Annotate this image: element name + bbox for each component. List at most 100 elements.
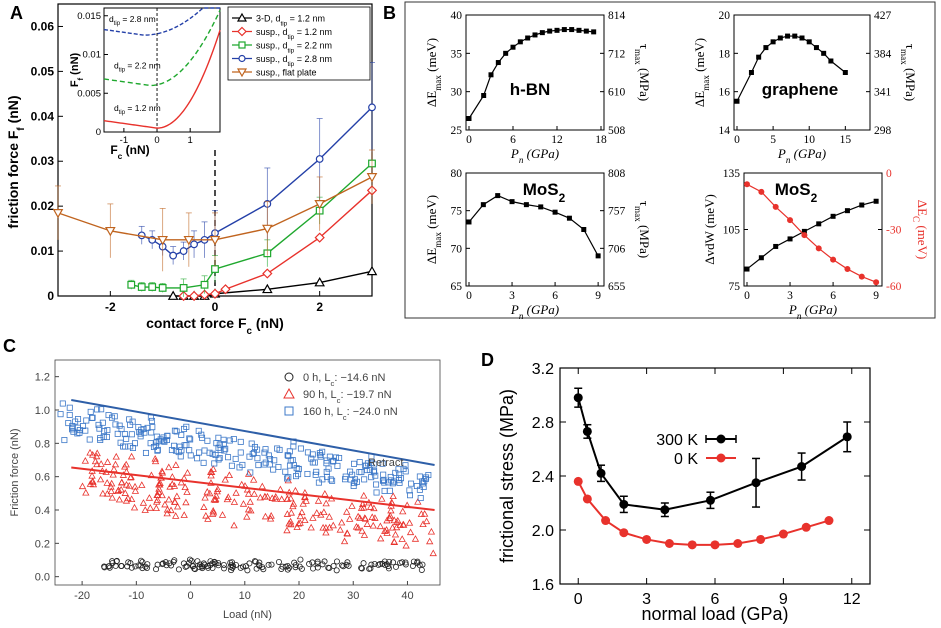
panel-c-point (145, 494, 154, 501)
panel-c-point (112, 452, 120, 460)
panel-b-y2tick-label: 298 (874, 125, 892, 137)
panel-c-point (97, 460, 105, 467)
panel-c-point (214, 485, 222, 492)
panel-c-point (283, 526, 291, 534)
panel-c-point (391, 478, 398, 485)
panel-c-point (248, 440, 255, 447)
panel-c-point (74, 430, 81, 437)
panel-c-point (200, 560, 207, 567)
panel-c-point (183, 442, 190, 449)
panel-c-point (141, 506, 149, 513)
panel-c-point (98, 406, 105, 413)
panel-a-point (314, 232, 325, 243)
panel-c-point (147, 440, 154, 447)
panel-b-xtick-label: 0 (466, 290, 472, 302)
panel-c-point (348, 502, 356, 509)
panel-c-point (83, 417, 90, 424)
panel-c-point (357, 504, 366, 511)
panel-c-point (215, 559, 222, 566)
panel-b-point2 (844, 266, 851, 273)
panel-c-point (154, 488, 163, 495)
panel-c-point (364, 460, 371, 467)
panel-c-point (194, 455, 201, 462)
panel-c-point (325, 564, 332, 571)
panel-d-point (573, 393, 583, 403)
panel-a-legend-marker (238, 54, 246, 63)
panel-c-point (360, 531, 369, 538)
panel-c-ytick-label: 0.2 (35, 538, 50, 550)
panel-a-legend-label: 3-D, dtip = 1.2 nm (256, 14, 325, 28)
panel-c-point (118, 478, 126, 486)
panel-c-point (223, 495, 232, 503)
panel-b-ylabel: ΔEmax (meV) (424, 195, 443, 264)
panel-c-point (302, 497, 310, 504)
panel-c-point (225, 471, 234, 479)
panel-c-point (333, 558, 340, 565)
panel-c-point (103, 458, 112, 465)
panel-c-point (156, 479, 164, 486)
panel-a-ytick-label: 0.04 (31, 109, 55, 123)
panel-b-point (758, 255, 764, 261)
panel-a-ytick-label: 0.03 (31, 154, 55, 168)
panel-c-frame (54, 359, 441, 586)
panel-c-point (164, 433, 171, 440)
panel-b-point2 (815, 245, 822, 252)
panel-c-point (354, 512, 362, 520)
panel-d: 1.6 2.0 2.4 2.8 3.2 0 3 6 9 12 normal load (GPa) fr… (497, 361, 871, 624)
panel-a-point (188, 290, 200, 302)
panel-b-point (859, 202, 865, 208)
panel-c-point (359, 500, 367, 508)
panel-c-point (340, 563, 347, 570)
panel-c-point (339, 562, 346, 569)
panel-d-xtick-label: 6 (711, 591, 720, 608)
panel-c-point (255, 462, 262, 469)
panel-d-xtick-label: 9 (779, 591, 788, 608)
panel-c-point (152, 504, 160, 512)
panel-b-subplot: 14 16 18 20 298 341 384 427 0 5 10 15 Pn (GPa) ΔEmax … (692, 10, 918, 165)
panel-c-point (155, 485, 163, 492)
panel-b-xtick-label: 3 (787, 290, 793, 302)
panel-c-point (325, 513, 333, 520)
panel-b-point (517, 39, 523, 45)
panel-c-point (149, 417, 156, 424)
panel-c-point (200, 503, 208, 510)
panel-c-point (284, 563, 291, 570)
panel-c-point (163, 509, 171, 517)
panel-c-point (262, 446, 269, 453)
panel-d-xtick-label: 12 (843, 591, 861, 608)
panel-c-point (173, 492, 181, 500)
panel-c-legend-marker (284, 406, 294, 416)
panel-c-point (414, 498, 422, 505)
panel-c-point (240, 563, 247, 570)
panel-c-fit-line (71, 399, 435, 466)
panel-c-legend-marker (283, 387, 295, 399)
panel-c-point (173, 502, 182, 510)
panel-b-xtick-label: 5 (770, 134, 776, 146)
panel-c-point (409, 562, 416, 569)
panel-c-point (94, 406, 101, 413)
panel-c-point (350, 482, 357, 489)
panel-b-xtick-label: 12 (551, 134, 563, 146)
panel-c-point (250, 490, 258, 497)
panel-c-point (188, 557, 195, 564)
panel-c-point (402, 561, 409, 568)
panel-b-y2tick-label: 384 (874, 48, 892, 60)
panel-c-point (421, 478, 428, 485)
panel-c-point (181, 483, 189, 491)
panel-d-ytick-label: 2.0 (532, 523, 554, 540)
panel-b-subplot-title: h-BN (510, 80, 551, 99)
panel-b-subplot-frame (465, 172, 605, 287)
panel-c-point (220, 436, 227, 443)
panel-b-point (734, 98, 740, 104)
panel-b-y2tick-label: 757 (608, 206, 626, 218)
panel-c-point (138, 481, 146, 488)
panel-b-xtick-label: 9 (595, 290, 601, 302)
panel-a-point (190, 240, 198, 249)
panel-c-point (89, 414, 96, 421)
panel-b-y2tick-label: 427 (874, 10, 892, 22)
panel-a-legend-label: susp., dtip = 2.8 nm (256, 54, 332, 68)
panel-c-point (66, 411, 73, 418)
panel-c-point (96, 475, 105, 483)
panel-b-xtick-label: 18 (595, 134, 607, 146)
panel-a-point (52, 208, 64, 219)
